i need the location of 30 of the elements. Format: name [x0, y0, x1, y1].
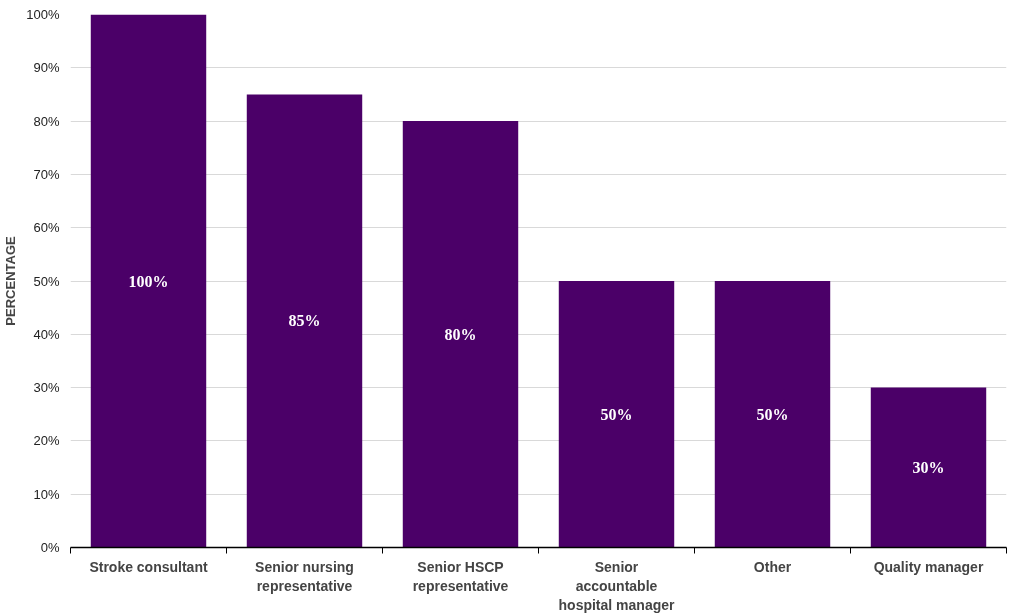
bar — [714, 281, 831, 548]
x-tick-label: Stroke consultant — [89, 558, 208, 575]
y-tick-label: 30% — [33, 380, 60, 396]
x-tick-label: Quality manager — [873, 558, 984, 575]
bar — [402, 121, 519, 548]
y-tick-label: 70% — [33, 166, 60, 182]
y-tick-label: 20% — [33, 433, 60, 449]
y-tick-label: 60% — [33, 220, 60, 236]
bar — [246, 94, 363, 548]
data-label: 80% — [444, 325, 477, 343]
y-tick-label: 40% — [33, 326, 60, 342]
x-tick-label: Other — [753, 558, 792, 575]
y-tick-label: 90% — [33, 60, 60, 76]
y-tick-label: 10% — [33, 486, 60, 502]
y-tick-label: 50% — [33, 273, 60, 289]
y-tick-label: 80% — [33, 113, 60, 129]
bar — [558, 281, 675, 548]
data-label: 50% — [756, 405, 789, 423]
y-tick-label: 100% — [26, 7, 60, 22]
y-axis-title: PERCENTAGE — [3, 236, 19, 326]
bar — [90, 14, 207, 548]
data-label: 50% — [600, 405, 633, 423]
x-tick-label: Senior accountable hospital manager — [558, 558, 676, 613]
data-label: 30% — [912, 459, 945, 477]
y-tick-label: 0% — [40, 540, 60, 555]
bar — [870, 387, 987, 548]
x-tick-label: Senior nursing representative — [255, 558, 354, 594]
data-label: 85% — [288, 312, 321, 330]
x-tick-label: Senior HSCP representative — [412, 558, 509, 594]
data-label: 100% — [128, 272, 169, 290]
